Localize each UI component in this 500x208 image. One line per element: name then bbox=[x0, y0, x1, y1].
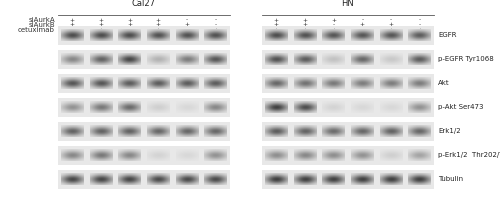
Text: cetuximab: cetuximab bbox=[18, 27, 55, 33]
Text: -: - bbox=[362, 17, 364, 22]
Text: +: + bbox=[331, 27, 336, 32]
Text: siAurkB: siAurkB bbox=[28, 22, 55, 28]
Text: -: - bbox=[390, 17, 392, 22]
Text: -: - bbox=[332, 22, 334, 27]
Text: +: + bbox=[274, 17, 279, 22]
Text: +: + bbox=[331, 17, 336, 22]
Text: +: + bbox=[302, 27, 308, 32]
Text: EGFR: EGFR bbox=[438, 32, 456, 38]
Text: +: + bbox=[302, 22, 308, 27]
Bar bbox=[262, 121, 434, 140]
Text: +: + bbox=[417, 27, 422, 32]
Text: -: - bbox=[362, 27, 364, 32]
Text: +: + bbox=[98, 17, 103, 22]
Text: +: + bbox=[127, 17, 132, 22]
Bar bbox=[262, 98, 434, 116]
Text: +: + bbox=[213, 27, 218, 32]
Text: -: - bbox=[128, 27, 130, 32]
Text: +: + bbox=[156, 17, 161, 22]
Bar bbox=[58, 146, 230, 165]
Text: p-EGFR Tyr1068: p-EGFR Tyr1068 bbox=[438, 56, 494, 62]
Text: p-Erk1/2  Thr202/Tyr204: p-Erk1/2 Thr202/Tyr204 bbox=[438, 152, 500, 158]
Text: -: - bbox=[214, 17, 216, 22]
Bar bbox=[58, 170, 230, 188]
Text: +: + bbox=[274, 22, 279, 27]
Text: Erk1/2: Erk1/2 bbox=[438, 128, 460, 134]
Text: Akt: Akt bbox=[438, 80, 450, 86]
Text: +: + bbox=[98, 27, 103, 32]
Text: -: - bbox=[186, 17, 188, 22]
Text: +: + bbox=[98, 22, 103, 27]
Bar bbox=[58, 26, 230, 45]
Text: +: + bbox=[184, 22, 190, 27]
Text: HN: HN bbox=[342, 0, 354, 8]
Text: -: - bbox=[186, 27, 188, 32]
Text: Cal27: Cal27 bbox=[132, 0, 156, 8]
Text: +: + bbox=[302, 17, 308, 22]
Text: +: + bbox=[127, 22, 132, 27]
Text: -: - bbox=[418, 22, 420, 27]
Text: +: + bbox=[70, 22, 75, 27]
Text: +: + bbox=[70, 17, 75, 22]
Text: +: + bbox=[274, 27, 279, 32]
Text: Tubulin: Tubulin bbox=[438, 176, 463, 182]
Bar bbox=[262, 146, 434, 165]
Text: +: + bbox=[388, 27, 394, 32]
Bar bbox=[262, 73, 434, 93]
Text: p-Akt Ser473: p-Akt Ser473 bbox=[438, 104, 484, 110]
Text: +: + bbox=[360, 22, 365, 27]
Bar bbox=[58, 50, 230, 68]
Bar bbox=[58, 121, 230, 140]
Bar bbox=[262, 170, 434, 188]
Text: +: + bbox=[156, 27, 161, 32]
Bar bbox=[262, 50, 434, 68]
Text: siAurkA: siAurkA bbox=[28, 17, 55, 23]
Text: -: - bbox=[214, 22, 216, 27]
Bar bbox=[58, 98, 230, 116]
Bar bbox=[58, 73, 230, 93]
Text: -: - bbox=[72, 27, 74, 32]
Text: +: + bbox=[156, 22, 161, 27]
Bar bbox=[262, 26, 434, 45]
Text: -: - bbox=[418, 17, 420, 22]
Text: +: + bbox=[388, 22, 394, 27]
